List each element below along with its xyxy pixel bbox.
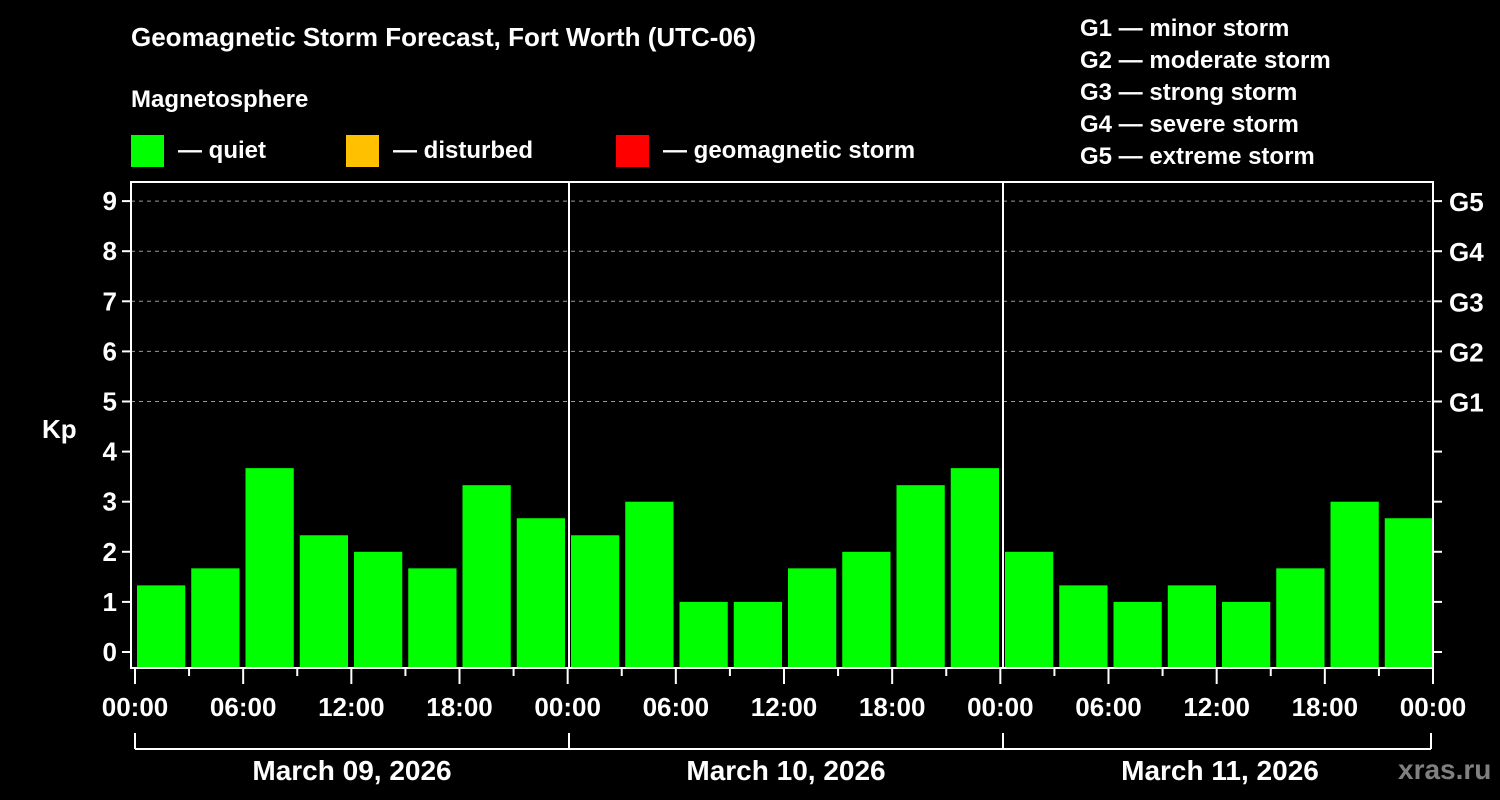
g-scale-label: G5 (1449, 187, 1484, 217)
y-tick-label: 6 (103, 336, 117, 366)
x-tick-label: 06:00 (643, 692, 710, 722)
g-scale-label: G3 (1449, 287, 1484, 317)
watermark: xras.ru (1398, 754, 1492, 785)
y-tick-label: 9 (103, 186, 117, 216)
legend-disturbed: — disturbed (346, 135, 533, 167)
y-tick-label: 1 (103, 587, 117, 617)
y-tick-label: 2 (103, 537, 117, 567)
kp-bar (679, 601, 728, 668)
legend-quiet: — quiet (131, 135, 266, 167)
x-tick-label: 18:00 (859, 692, 926, 722)
kp-bar (1330, 501, 1379, 668)
x-tick-label: 06:00 (210, 692, 277, 722)
g1-legend: G1 — minor storm (1080, 15, 1290, 42)
kp-bar (299, 535, 348, 668)
kp-bar (950, 468, 999, 668)
x-tick-label: 06:00 (1075, 692, 1142, 722)
g4-legend: G4 — severe storm (1080, 111, 1299, 138)
g5-legend: G5 — extreme storm (1080, 143, 1315, 170)
y-tick-label: 4 (103, 437, 118, 467)
day-label: March 11, 2026 (1121, 755, 1319, 786)
x-tick-label: 12:00 (1183, 692, 1250, 722)
g-scale-label: G2 (1449, 337, 1484, 367)
x-tick-label: 12:00 (318, 692, 385, 722)
quiet-swatch-icon (131, 135, 164, 167)
x-tick-label: 12:00 (751, 692, 818, 722)
y-axis-label: Kp (42, 414, 77, 444)
kp-bar (408, 568, 457, 668)
kp-bar (571, 535, 620, 668)
kp-bar (462, 485, 511, 668)
kp-bar (842, 551, 891, 668)
y-tick-label: 5 (103, 387, 117, 417)
y-tick-label: 8 (103, 236, 117, 266)
plot-frame (130, 181, 1434, 669)
g-scale-label: G1 (1449, 388, 1484, 418)
kp-bar (1222, 601, 1271, 668)
x-tick-label: 18:00 (1292, 692, 1359, 722)
day-label: March 09, 2026 (252, 755, 451, 786)
disturbed-swatch-icon (346, 135, 379, 167)
kp-bar (1276, 568, 1325, 668)
x-tick-label: 00:00 (534, 692, 601, 722)
kp-bar (1384, 518, 1433, 668)
kp-bar (1113, 601, 1162, 668)
legend-quiet-label: — quiet (178, 137, 266, 164)
y-tick-label: 7 (103, 286, 117, 316)
kp-bar (733, 601, 782, 668)
legend-storm: — geomagnetic storm (616, 135, 915, 167)
kp-bar (896, 485, 945, 668)
legend-storm-label: — geomagnetic storm (663, 137, 916, 164)
kp-bar (1059, 585, 1108, 668)
kp-bar (516, 518, 565, 668)
day-label: March 10, 2026 (686, 755, 885, 786)
y-tick-label: 0 (103, 637, 117, 667)
x-tick-label: 00:00 (1400, 692, 1467, 722)
g3-legend: G3 — strong storm (1080, 79, 1298, 106)
legend-disturbed-label: — disturbed (393, 137, 534, 164)
kp-bar (788, 568, 837, 668)
kp-bar (191, 568, 240, 668)
storm-swatch-icon (616, 135, 649, 167)
kp-bar (1167, 585, 1216, 668)
kp-bar (137, 585, 186, 668)
chart-title: Geomagnetic Storm Forecast, Fort Worth (… (131, 22, 757, 52)
g-scale-label: G4 (1449, 237, 1484, 267)
kp-bar (354, 551, 403, 668)
x-tick-label: 00:00 (102, 692, 169, 722)
y-tick-label: 3 (103, 487, 117, 517)
x-tick-label: 18:00 (426, 692, 493, 722)
g2-legend: G2 — moderate storm (1080, 47, 1331, 74)
kp-bar (245, 468, 294, 668)
kp-bar (625, 501, 674, 668)
x-tick-label: 00:00 (967, 692, 1034, 722)
legend-title: Magnetosphere (131, 86, 309, 113)
kp-bar (1005, 551, 1054, 668)
